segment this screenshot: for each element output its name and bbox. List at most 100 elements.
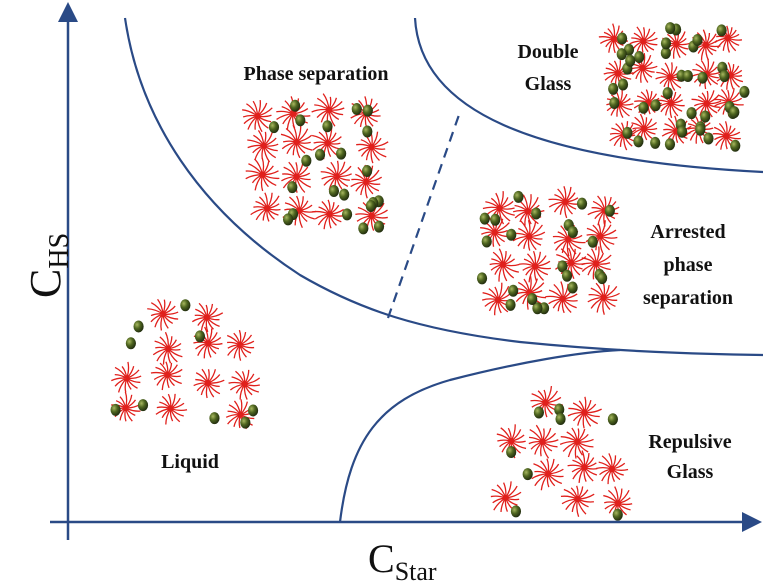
hard-sphere [607, 413, 618, 426]
region-label: separation [643, 287, 733, 309]
star-arms [691, 90, 722, 119]
hard-sphere [240, 416, 251, 429]
star-arms [545, 281, 578, 314]
hard-sphere [608, 82, 619, 95]
star-polymer [111, 361, 142, 393]
hard-sphere [587, 235, 598, 248]
hard-sphere [719, 70, 730, 83]
illustrations [110, 22, 750, 521]
hard-sphere [125, 337, 136, 350]
axis-letter: C [368, 536, 395, 581]
hard-sphere [513, 190, 524, 203]
star-polymer [655, 62, 683, 91]
hard-sphere [268, 121, 280, 134]
hard-sphere [729, 106, 740, 119]
hard-sphere [481, 235, 492, 248]
hard-sphere [730, 139, 741, 152]
hard-sphere [527, 293, 538, 306]
axis-subscript: HS [44, 233, 75, 269]
star-arms [628, 52, 658, 83]
hard-sphere [508, 284, 519, 297]
hard-sphere [692, 34, 703, 47]
star-arms [512, 220, 546, 251]
hard-sphere [665, 22, 676, 35]
star-polymer [629, 26, 658, 54]
hard-sphere [362, 104, 373, 117]
hard-sphere [351, 103, 362, 116]
hard-sphere [532, 302, 543, 315]
hard-sphere [531, 207, 542, 220]
star-arms [226, 329, 255, 361]
star-polymer [481, 282, 513, 316]
star-polymer [559, 427, 594, 459]
star-polymer [226, 329, 255, 361]
star-polymer [489, 248, 520, 282]
star-polymer [518, 250, 551, 283]
hard-sphere [339, 188, 350, 201]
hard-sphere [490, 213, 501, 226]
star-polymer [545, 281, 578, 314]
hard-sphere [567, 225, 578, 238]
star-arms [712, 121, 741, 150]
hard-sphere [638, 101, 649, 114]
hard-sphere [664, 138, 676, 151]
star-arms [242, 99, 273, 133]
star-polymer [490, 481, 522, 512]
boundary-curve [413, 17, 763, 174]
boundary-curve [338, 348, 621, 523]
star-polymer [150, 361, 183, 391]
region-label: Repulsive [648, 431, 731, 453]
hard-sphere [616, 48, 627, 61]
star-polymer [312, 126, 342, 160]
hard-sphere [522, 468, 533, 481]
star-arms [228, 369, 261, 400]
hard-sphere [194, 330, 206, 343]
hard-sphere [506, 228, 517, 241]
star-arms [567, 450, 598, 483]
hard-sphere [576, 197, 588, 210]
star-polymer [280, 124, 313, 159]
region-label: Phase separation [244, 63, 389, 85]
hard-sphere [567, 281, 578, 294]
star-arms [518, 250, 551, 283]
hard-sphere [682, 69, 693, 82]
hard-sphere [634, 50, 645, 63]
star-arms [560, 485, 595, 517]
star-polymer [228, 369, 261, 400]
star-arms [111, 361, 142, 393]
hard-sphere [314, 148, 326, 161]
y-axis-label: CHS [21, 233, 75, 298]
hard-sphere [358, 222, 369, 235]
star-arms [311, 93, 345, 127]
hard-sphere [362, 125, 373, 138]
star-polymer [191, 302, 224, 333]
hard-sphere [703, 132, 714, 145]
hard-sphere [373, 220, 385, 233]
hard-sphere [137, 399, 149, 412]
hard-sphere [633, 135, 644, 148]
star-polymer [691, 90, 722, 119]
hard-sphere [617, 32, 628, 45]
star-arms [631, 113, 658, 142]
star-polymer [595, 453, 629, 485]
star-polymer [560, 485, 595, 517]
star-polymer [152, 331, 183, 365]
star-arms [250, 192, 281, 222]
axis-letter: C [21, 269, 70, 298]
star-arms [152, 331, 183, 365]
hard-sphere [695, 123, 706, 136]
star-arms [567, 396, 602, 429]
star-polymer [548, 186, 581, 219]
hard-sphere [180, 299, 191, 312]
hard-sphere [697, 71, 708, 84]
hard-sphere [479, 212, 490, 225]
hard-sphere [336, 147, 347, 160]
star-arms [312, 126, 342, 160]
hard-sphere [612, 508, 623, 521]
star-polymer [155, 393, 188, 425]
hard-sphere [677, 125, 688, 138]
region-label: Liquid [161, 451, 219, 473]
boundary-curve [123, 17, 763, 357]
hard-sphere [650, 99, 661, 112]
